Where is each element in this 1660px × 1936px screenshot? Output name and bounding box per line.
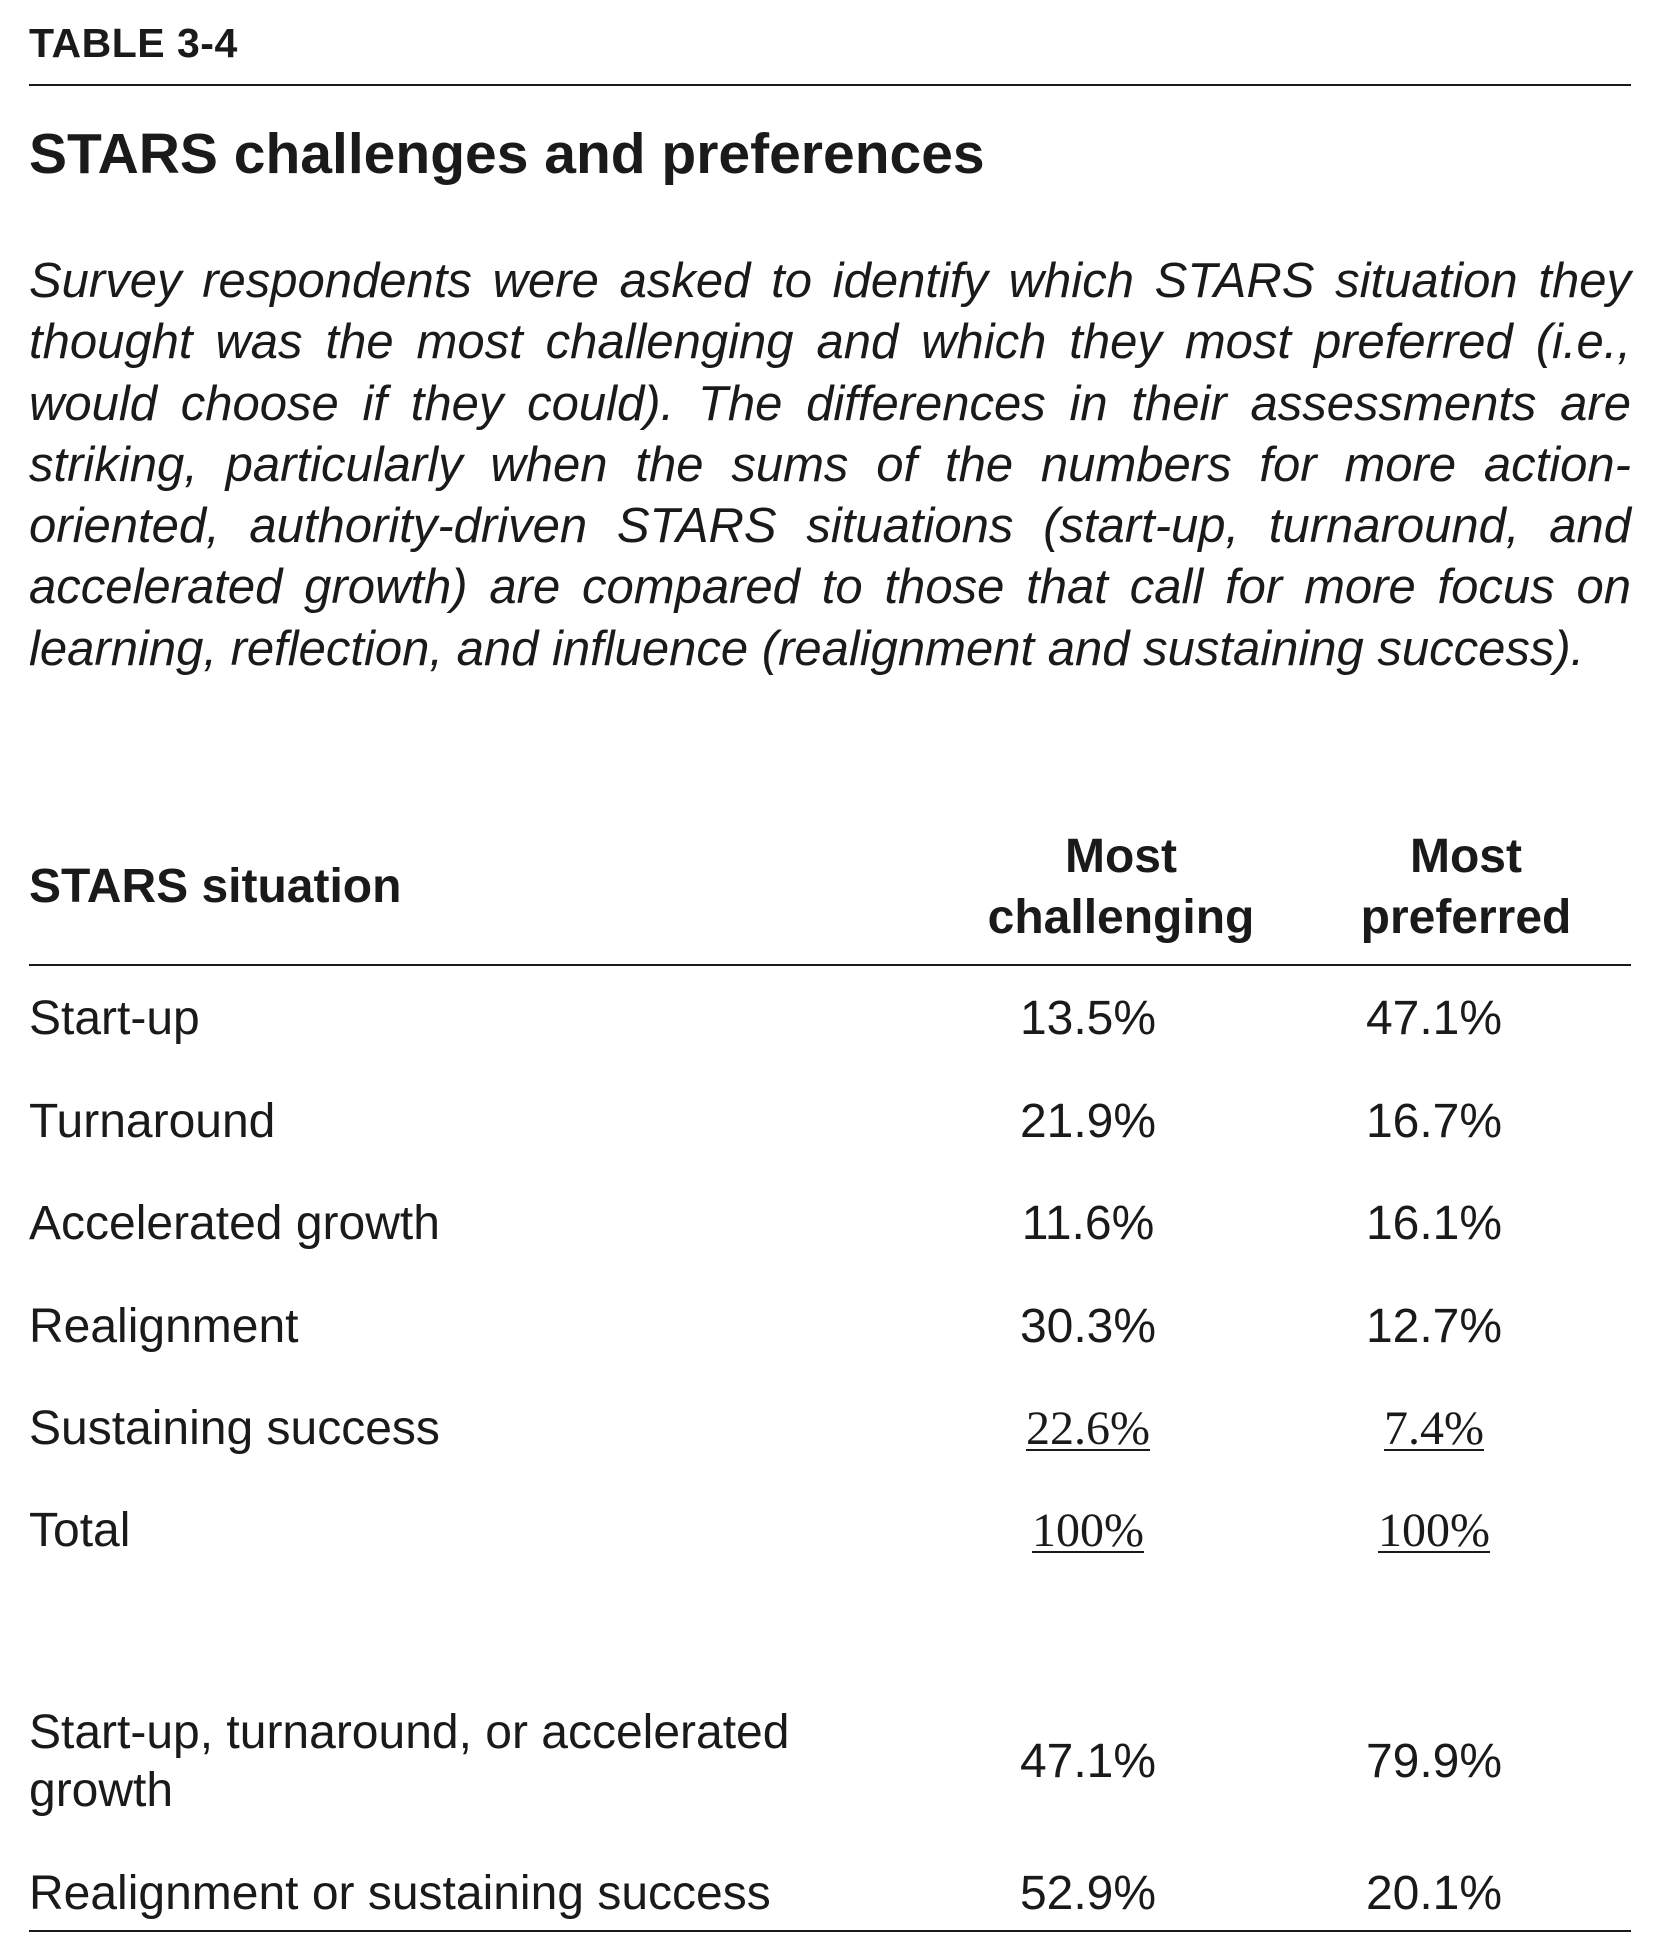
table-caption: Survey respondents were asked to identif…: [29, 254, 1631, 676]
header-challenging-line1: Most: [1065, 830, 1177, 883]
table-label: TABLE 3-4: [29, 20, 238, 66]
table-title: STARS challenges and preferences: [29, 122, 985, 186]
value-preferred: 20.1%: [1365, 1867, 1503, 1920]
value-preferred: 79.9%: [1365, 1735, 1503, 1788]
value-preferred: 16.7%: [1365, 1095, 1503, 1148]
header-challenging-line2: challenging: [987, 891, 1255, 944]
row-label: Realignment: [29, 1300, 299, 1353]
value-preferred: 100%: [1378, 1504, 1490, 1557]
row-label: Accelerated growth: [29, 1197, 440, 1250]
header-preferred-line1: Most: [1410, 830, 1522, 883]
value-challenging: 13.5%: [1019, 992, 1157, 1045]
row-label: Start-up: [29, 992, 200, 1045]
bottom-rule: [29, 1930, 1631, 1932]
value-preferred: 16.1%: [1365, 1197, 1503, 1250]
value-challenging: 52.9%: [1019, 1867, 1157, 1920]
value-challenging: 22.6%: [1026, 1402, 1150, 1455]
summary-label: Start-up, turnaround, or accelerated gro…: [29, 1706, 790, 1817]
value-challenging: 47.1%: [1019, 1735, 1157, 1788]
value-challenging: 11.6%: [1021, 1197, 1155, 1250]
header-rule: [29, 964, 1631, 966]
value-challenging: 21.9%: [1019, 1095, 1157, 1148]
row-label: Total: [29, 1504, 131, 1557]
header-most-challenging: Most challenging: [961, 826, 1281, 948]
value-preferred: 7.4%: [1384, 1402, 1484, 1455]
header-preferred-line2: preferred: [1360, 891, 1572, 944]
value-challenging: 30.3%: [1019, 1300, 1157, 1353]
summary-label: Realignment or sustaining success: [29, 1867, 771, 1920]
top-rule: [29, 84, 1631, 86]
row-label: Sustaining success: [29, 1402, 440, 1455]
value-challenging: 100%: [1032, 1504, 1144, 1557]
header-most-preferred: Most preferred: [1306, 826, 1626, 948]
value-preferred: 47.1%: [1365, 992, 1503, 1045]
header-situation: STARS situation: [29, 860, 402, 913]
row-label: Turnaround: [29, 1095, 276, 1148]
value-preferred: 12.7%: [1365, 1300, 1503, 1353]
